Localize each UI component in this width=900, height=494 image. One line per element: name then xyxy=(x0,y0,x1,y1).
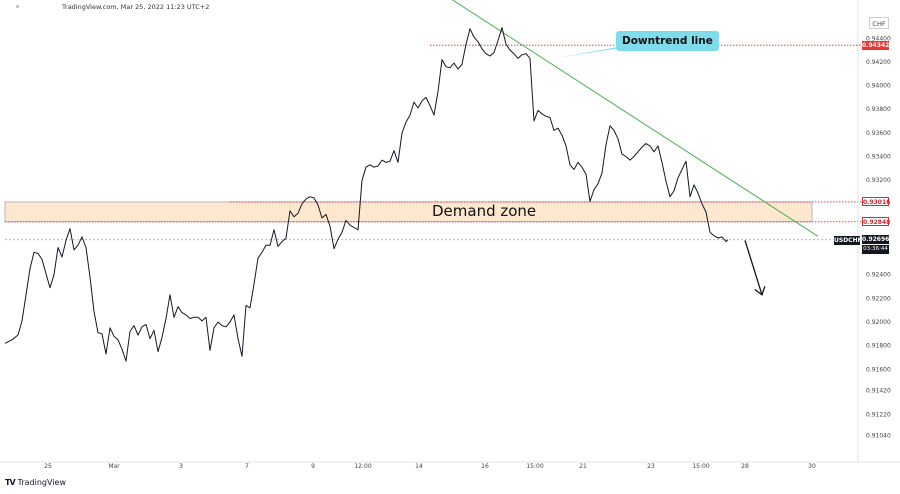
y-tick-label: 0.91800 xyxy=(866,343,891,350)
y-tick-label: 0.92400 xyxy=(866,272,891,279)
projection-arrow-shaft xyxy=(744,240,763,296)
x-tick-label: 12:00 xyxy=(354,463,371,470)
y-tick-label: 0.94000 xyxy=(866,83,891,90)
symbol-tag: USDCHF xyxy=(834,236,862,245)
downtrend-line xyxy=(451,0,819,237)
y-tick-label: 0.93400 xyxy=(866,154,891,161)
y-tick-label: 0.93800 xyxy=(866,106,891,113)
x-tick-label: 3 xyxy=(179,463,183,470)
collapse-dot-icon[interactable] xyxy=(16,5,19,8)
x-tick-label: 15:00 xyxy=(526,463,543,470)
zone-bottom-price-tag: 0.92848 xyxy=(862,217,891,227)
bar-countdown: 03:36:44 xyxy=(862,245,889,254)
tradingview-logo-icon: TV xyxy=(5,478,16,487)
y-tick-label: 0.92000 xyxy=(866,319,891,326)
resistance-price-tag: 0.94342 xyxy=(862,40,890,50)
axes-layer xyxy=(0,0,900,463)
downtrend-callout: Downtrend line xyxy=(616,31,719,51)
y-tick-label: 0.94400 xyxy=(866,35,891,42)
y-tick-label: 0.92200 xyxy=(866,295,891,302)
y-tick-label: 0.91420 xyxy=(866,388,891,395)
chart-source-line: TradingView.com, Mar 25, 2022 11:23 UTC+… xyxy=(62,3,210,11)
demand-zone-label: Demand zone xyxy=(432,202,537,220)
zone-top-price-tag: 0.93016 xyxy=(862,197,891,207)
demand-zone-layer xyxy=(4,201,813,223)
currency-badge[interactable]: CHF xyxy=(869,17,889,29)
y-tick-label: 0.91220 xyxy=(866,411,891,418)
y-tick-label: 0.93200 xyxy=(866,177,891,184)
projection-arrow-layer xyxy=(744,240,766,296)
y-tick-label: 0.91600 xyxy=(866,366,891,373)
y-tick-label: 0.93600 xyxy=(866,130,891,137)
y-tick-label: 0.94200 xyxy=(866,59,891,66)
x-tick-label: 9 xyxy=(311,463,315,470)
x-axis-ticks: 25 Mar 3 7 9 12:00 14 16 15:00 21 23 15:00 28 30 xyxy=(44,463,816,470)
x-tick-label: 30 xyxy=(808,463,816,470)
y-axis-ticks: 0.91040 0.91220 0.91420 0.91600 0.91800 0.920… xyxy=(866,35,891,439)
x-tick-label: Mar xyxy=(108,463,120,470)
x-tick-label: 16 xyxy=(481,463,489,470)
logo-text: TradingView xyxy=(17,478,66,487)
demand-zone-rect xyxy=(4,201,813,223)
current-price-tag: 0.92696 xyxy=(862,235,890,245)
x-tick-label: 15:00 xyxy=(692,463,709,470)
x-tick-label: 28 xyxy=(741,463,749,470)
x-tick-label: 7 xyxy=(245,463,249,470)
y-tick-label: 0.91040 xyxy=(866,433,891,440)
x-tick-label: 21 xyxy=(579,463,587,470)
projection-arrow-head xyxy=(754,286,766,296)
x-tick-label: 14 xyxy=(415,463,423,470)
x-tick-label: 25 xyxy=(44,463,52,470)
tradingview-logo[interactable]: TV TradingView xyxy=(5,478,66,487)
trend-line-layer xyxy=(451,0,819,237)
callout-pointer xyxy=(555,47,626,59)
price-line xyxy=(4,27,729,362)
callout-pointer-layer xyxy=(555,47,626,59)
x-tick-label: 23 xyxy=(647,463,655,470)
price-series-layer xyxy=(4,27,729,362)
